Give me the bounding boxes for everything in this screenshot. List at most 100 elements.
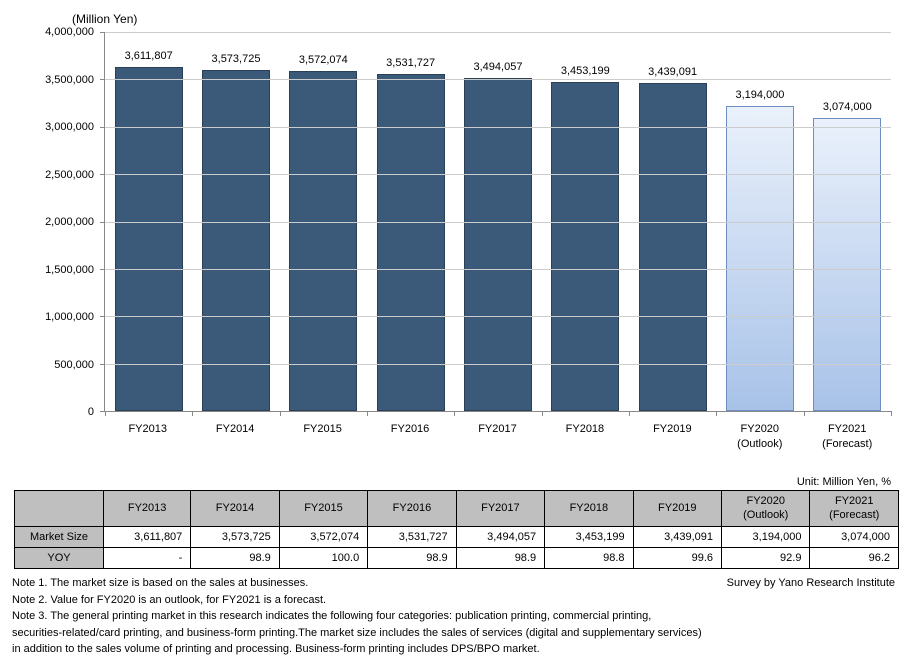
x-axis-label: FY2015 [279, 416, 366, 472]
bar-value-label: 3,439,091 [648, 66, 697, 78]
table-row: Market Size 3,611,8073,573,7253,572,0743… [15, 526, 899, 547]
table-cell: 3,074,000 [810, 526, 899, 547]
table-col-header: FY2013 [104, 491, 191, 527]
bar: 3,494,057 [464, 78, 532, 411]
table-corner [15, 491, 104, 527]
gridline [105, 364, 891, 365]
y-axis-title: (Million Yen) [72, 12, 137, 26]
table-col-header: FY2015 [279, 491, 367, 527]
bar-value-label: 3,573,725 [212, 53, 261, 65]
table-cell: 3,439,091 [633, 526, 721, 547]
x-axis-label: FY2019 [629, 416, 716, 472]
table-col-header: FY2016 [368, 491, 456, 527]
x-label-line1: FY2017 [454, 422, 541, 437]
row-label-yoy: YOY [15, 547, 104, 568]
table-cell: 3,494,057 [456, 526, 544, 547]
x-axis-label: FY2014 [191, 416, 278, 472]
y-tick-label: 1,000,000 [14, 311, 94, 323]
table-row: YOY -98.9100.098.998.998.899.692.996.2 [15, 547, 899, 568]
table-col-header: FY2021(Forecast) [810, 491, 899, 527]
x-label-line2: (Forecast) [804, 437, 891, 452]
gridline [105, 269, 891, 270]
bar-value-label: 3,074,000 [823, 101, 872, 113]
table-col-header: FY2017 [456, 491, 544, 527]
table-cell: 99.6 [633, 547, 721, 568]
bar: 3,439,091 [639, 83, 707, 411]
x-label-line2: (Outlook) [716, 437, 803, 452]
table-cell: 98.9 [456, 547, 544, 568]
table-header-row: FY2013FY2014FY2015FY2016FY2017FY2018FY20… [15, 491, 899, 527]
bar: 3,531,727 [377, 74, 445, 411]
x-axis-label: FY2018 [541, 416, 628, 472]
table-cell: 92.9 [722, 547, 810, 568]
table-cell: 3,611,807 [104, 526, 191, 547]
bar: 3,572,074 [289, 71, 357, 411]
table-cell: 3,531,727 [368, 526, 456, 547]
bar: 3,194,000 [726, 106, 794, 411]
x-axis-label: FY2020(Outlook) [716, 416, 803, 472]
bar-value-label: 3,494,057 [474, 61, 523, 73]
gridline [105, 174, 891, 175]
x-axis-labels: FY2013FY2014FY2015FY2016FY2017FY2018FY20… [104, 416, 891, 472]
x-axis-label: FY2021(Forecast) [804, 416, 891, 472]
x-axis-label: FY2017 [454, 416, 541, 472]
table-cell: 3,572,074 [279, 526, 367, 547]
x-axis-label: FY2013 [104, 416, 191, 472]
table-unit-text: Unit: Million Yen, % [12, 476, 891, 488]
note-2: Note 2. Value for FY2020 is an outlook, … [12, 592, 901, 609]
bar-value-label: 3,531,727 [386, 57, 435, 69]
bar-value-label: 3,611,807 [125, 50, 173, 62]
bar-value-label: 3,572,074 [299, 54, 348, 66]
note-3-line3: in addition to the sales volume of print… [12, 641, 901, 658]
survey-credit: Survey by Yano Research Institute [727, 575, 895, 592]
y-tick-label: 1,500,000 [14, 264, 94, 276]
y-tick-label: 2,000,000 [14, 216, 94, 228]
gridline [105, 79, 891, 80]
x-label-line1: FY2019 [629, 422, 716, 437]
bar-value-label: 3,194,000 [735, 89, 784, 101]
table-cell: 98.9 [368, 547, 456, 568]
x-label-line1: FY2014 [191, 422, 278, 437]
x-label-line1: FY2015 [279, 422, 366, 437]
x-label-line1: FY2018 [541, 422, 628, 437]
table-cell: 98.9 [191, 547, 279, 568]
x-label-line1: FY2021 [804, 422, 891, 437]
table-col-header: FY2019 [633, 491, 721, 527]
y-tick-label: 0 [14, 406, 94, 418]
bar-value-label: 3,453,199 [561, 65, 610, 77]
row-label-market-size: Market Size [15, 526, 104, 547]
data-table: FY2013FY2014FY2015FY2016FY2017FY2018FY20… [14, 490, 899, 569]
plot-area: 3,611,807 3,573,725 3,572,074 3,531,727 3,49… [104, 32, 891, 412]
x-label-line1: FY2013 [104, 422, 191, 437]
bar: 3,573,725 [202, 70, 270, 411]
table-col-header: FY2020(Outlook) [722, 491, 810, 527]
y-tick-label: 3,000,000 [14, 121, 94, 133]
x-label-line1: FY2020 [716, 422, 803, 437]
table-cell: 3,453,199 [545, 526, 633, 547]
gridline [105, 222, 891, 223]
y-tick-label: 500,000 [14, 359, 94, 371]
note-3-line2: securities-related/card printing, and bu… [12, 625, 901, 642]
gridline [105, 32, 891, 33]
y-axis: 0500,0001,000,0001,500,0002,000,0002,500… [12, 32, 102, 412]
table-col-header: FY2014 [191, 491, 279, 527]
bar: 3,074,000 [813, 118, 881, 411]
table-cell: 3,573,725 [191, 526, 279, 547]
table-col-header: FY2018 [545, 491, 633, 527]
table-cell: 96.2 [810, 547, 899, 568]
table-cell: 3,194,000 [722, 526, 810, 547]
table-cell: 98.8 [545, 547, 633, 568]
note-3-line1: Note 3. The general printing market in t… [12, 608, 901, 625]
footnotes: Survey by Yano Research Institute Note 1… [12, 575, 901, 658]
x-axis-label: FY2016 [366, 416, 453, 472]
bar: 3,611,807 [115, 67, 183, 411]
y-tick-label: 4,000,000 [14, 26, 94, 38]
y-tick-label: 2,500,000 [14, 169, 94, 181]
x-label-line1: FY2016 [366, 422, 453, 437]
gridline [105, 127, 891, 128]
gridline [105, 316, 891, 317]
table-cell: 100.0 [279, 547, 367, 568]
bar: 3,453,199 [551, 82, 619, 411]
x-tickmark [891, 411, 892, 416]
y-tick-label: 3,500,000 [14, 74, 94, 86]
